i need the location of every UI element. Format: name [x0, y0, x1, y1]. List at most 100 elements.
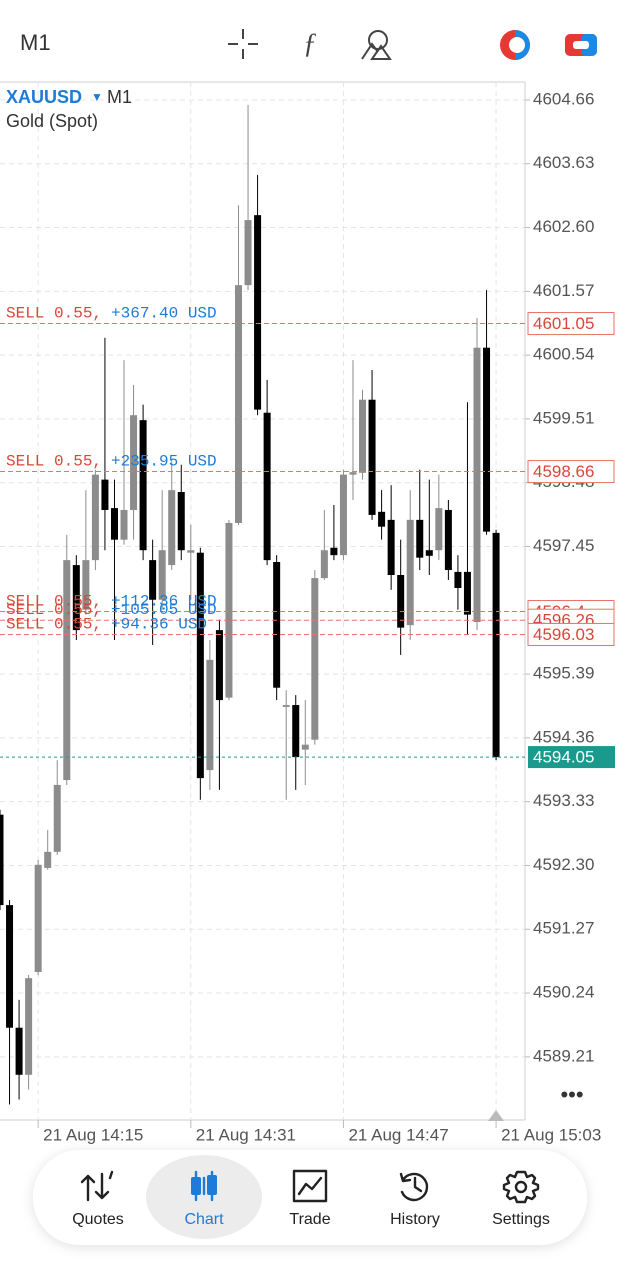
nav-icon [399, 1172, 429, 1202]
nav-tab[interactable]: Chart [184, 1170, 224, 1228]
symbol-description: Gold (Spot) [6, 111, 98, 131]
more-button[interactable]: ••• [560, 1082, 583, 1107]
y-tick-label: 4589.21 [533, 1046, 594, 1065]
timeframe-button[interactable]: M1 [20, 30, 51, 55]
nav-icon [194, 1170, 214, 1202]
candle-body [130, 415, 138, 510]
candle-body [177, 491, 185, 551]
candle-body [225, 522, 233, 698]
y-tick-label: 4597.45 [533, 536, 594, 555]
candle-body [273, 561, 281, 688]
candle-body [53, 784, 61, 852]
candle-body [254, 215, 262, 410]
order-price: 4598.66 [533, 462, 594, 481]
candle-body [0, 814, 4, 906]
y-tick-label: 4601.57 [533, 281, 594, 300]
x-tick-label: 21 Aug 14:15 [43, 1125, 143, 1144]
x-tick-label: 21 Aug 14:31 [196, 1125, 296, 1144]
y-tick-label: 4602.60 [533, 217, 594, 236]
order-type: SELL 0.55, [6, 616, 102, 634]
y-tick-label: 4590.24 [533, 983, 594, 1002]
candle-body [15, 1027, 23, 1075]
candle-body [397, 574, 405, 628]
order-price-box [527, 622, 615, 646]
order-profit: +94.36 USD [111, 616, 207, 634]
bottom-nav [33, 1150, 587, 1245]
nav-tab[interactable]: Settings [492, 1170, 550, 1228]
candle-body [158, 550, 166, 600]
nav-label: History [390, 1211, 440, 1228]
candle-body [320, 550, 328, 579]
y-tick-label: 4592.30 [533, 855, 594, 874]
nav-tab[interactable]: History [390, 1172, 440, 1228]
order-profit: +105.05 USD [111, 601, 217, 619]
y-tick-label: 4594.36 [533, 727, 594, 746]
candle-body [406, 519, 414, 626]
symbol-dropdown[interactable]: ▼ [91, 90, 103, 104]
candle-body [301, 744, 309, 750]
order-price-box [527, 312, 615, 336]
candle-body [110, 508, 118, 540]
order-profit: +367.40 USD [111, 305, 217, 323]
candle-body [416, 519, 424, 558]
order-label: SELL 0.55, +235.95 USD [6, 453, 217, 471]
order-profit: +112.36 USD [111, 593, 217, 611]
candle-body [368, 399, 376, 515]
nav-icon [80, 1170, 114, 1202]
order-type: SELL 0.55, [6, 601, 102, 619]
crosshair-icon[interactable] [228, 29, 258, 59]
order-price: 4596.03 [533, 625, 594, 644]
order-label: SELL 0.55, +94.36 USD [6, 616, 207, 634]
order-type: SELL 0.55, [6, 305, 102, 323]
candle-body [473, 347, 481, 623]
y-tick-label: 4595.39 [533, 664, 594, 683]
candle-body [215, 630, 223, 701]
account-icon[interactable] [500, 30, 530, 60]
candle-body [463, 571, 471, 615]
nav-label: Chart [184, 1211, 224, 1228]
candle-body [292, 705, 300, 758]
candle-body [25, 978, 33, 1075]
order-label: SELL 0.55, +367.40 USD [6, 305, 217, 323]
chart-timeframe: M1 [107, 87, 132, 107]
candle-body [339, 474, 347, 556]
candle-body [44, 851, 52, 868]
nav-icon [502, 1170, 540, 1204]
candle-body [349, 472, 357, 475]
order-label: SELL 0.55, +112.36 USD [6, 593, 217, 611]
candle-body [330, 547, 338, 556]
candle-body [91, 474, 99, 561]
candle-body [387, 519, 395, 575]
symbol[interactable]: XAUUSD [6, 87, 82, 107]
trade-icon[interactable] [565, 34, 597, 56]
nav-tab[interactable]: Trade [289, 1169, 331, 1228]
indicators-icon[interactable]: ƒ [303, 28, 317, 59]
candle-body [483, 347, 491, 532]
objects-icon[interactable] [361, 30, 392, 60]
candle-body [282, 705, 290, 707]
scroll-marker [488, 1110, 504, 1121]
candle-body [454, 571, 462, 588]
y-tick-label: 4604.66 [533, 89, 594, 108]
candle-body [72, 565, 80, 631]
y-tick-label: 4591.27 [533, 919, 594, 938]
nav-tab[interactable]: Quotes [72, 1170, 124, 1228]
candle-body [425, 550, 433, 556]
candle-body [206, 659, 214, 771]
candle-body [63, 560, 71, 780]
nav-label: Settings [492, 1211, 550, 1228]
order-label: SELL 0.55, +105.05 USD [6, 601, 217, 619]
x-tick-label: 21 Aug 15:03 [501, 1125, 601, 1144]
candle-body [263, 412, 271, 561]
candle-body [149, 560, 157, 600]
nav-icon [292, 1169, 328, 1203]
candle-body [101, 479, 109, 510]
candle-body [244, 220, 252, 286]
nav-icon [514, 1180, 528, 1194]
current-price-box [528, 746, 615, 769]
candle-body [378, 511, 386, 527]
y-tick-label: 4603.63 [533, 153, 594, 172]
candle-body [311, 578, 319, 740]
